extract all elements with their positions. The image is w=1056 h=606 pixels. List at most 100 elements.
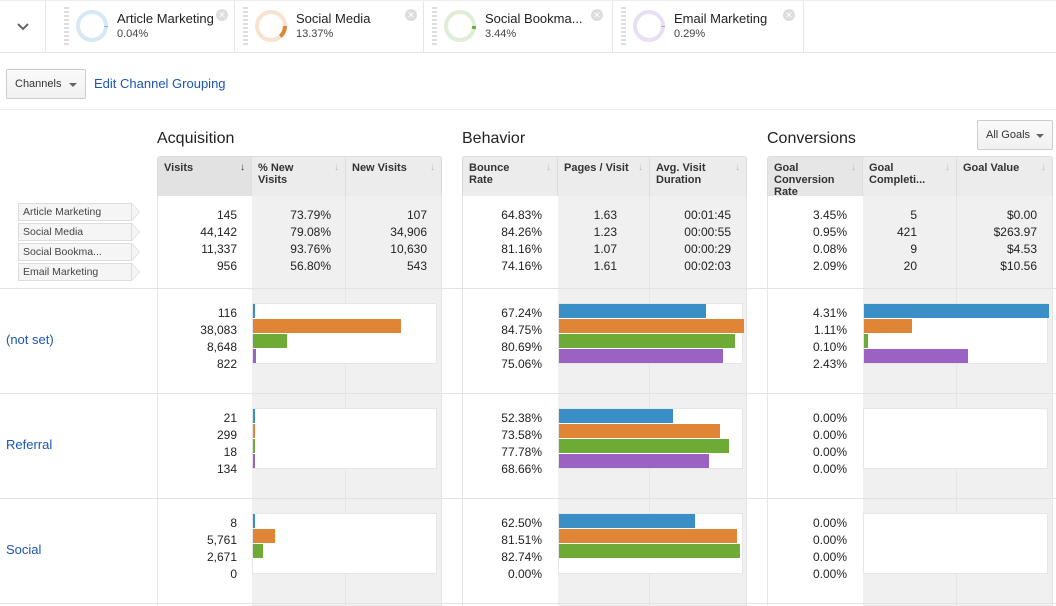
cell-value: 81.16% xyxy=(501,242,542,256)
total-pct-new-visits: 73.79% 79.08% 93.76% 56.80% xyxy=(290,207,331,275)
visits-bars xyxy=(252,408,437,469)
row-label-link[interactable]: Referral xyxy=(6,437,53,452)
sort-arrow-icon: ↓ xyxy=(240,162,245,173)
header-pages-visit[interactable]: Pages / Visit ↓ xyxy=(558,156,650,196)
cell-value: 11,337 xyxy=(201,242,237,256)
cell-value: 822 xyxy=(216,357,237,371)
segment-name: Email Marketing xyxy=(674,11,768,26)
segment-name: Article Marketing xyxy=(117,11,214,26)
segment-article-marketing[interactable]: Article Marketing 0.04% ✕ xyxy=(57,1,235,53)
drag-handle-icon[interactable] xyxy=(432,7,437,47)
bar-social-media xyxy=(559,424,720,438)
header-goal-conv-rate[interactable]: Goal Conversion Rate ↓ xyxy=(767,156,863,196)
cell-value: 77.78% xyxy=(501,445,542,459)
sort-arrow-icon: ↓ xyxy=(334,162,339,173)
bar-article-marketing xyxy=(559,409,674,423)
row-label-link[interactable]: (not set) xyxy=(6,332,54,347)
header-visits[interactable]: Visits ↓ xyxy=(157,156,252,196)
donut-arc xyxy=(255,10,287,42)
edit-channel-grouping-link[interactable]: Edit Channel Grouping xyxy=(94,76,226,91)
header-new-visits[interactable]: New Visits ↓ xyxy=(346,156,442,196)
cell-value: 0.00% xyxy=(812,462,847,476)
donut-track xyxy=(76,10,108,42)
legend-social-bookmarking: Social Bookma... xyxy=(18,243,140,261)
cell-value: 5,761 xyxy=(206,533,237,547)
cell-value: 21 xyxy=(223,411,237,425)
segment-bar: Article Marketing 0.04% ✕ Social Media 1… xyxy=(0,0,1056,53)
goal-conv-rate-bars xyxy=(863,513,1048,574)
cell-value: 421 xyxy=(896,225,917,239)
header-label: % New Visits xyxy=(258,162,294,186)
total-new-visits: 107 34,906 10,630 543 xyxy=(390,207,427,275)
drag-handle-icon[interactable] xyxy=(64,7,69,47)
segment-social-bookmarking[interactable]: Social Bookma... 3.44% ✕ xyxy=(425,1,613,53)
cell-value: 74.16% xyxy=(501,259,542,273)
bar-social-bookmarking xyxy=(559,334,736,348)
drag-handle-icon[interactable] xyxy=(243,7,248,47)
bounce-rate-bars xyxy=(558,513,743,574)
bar-social-bookmarking xyxy=(559,439,729,453)
cell-value: 34,906 xyxy=(390,225,427,239)
row-goal-conv-rate: 0.00% 0.00% 0.00% 0.00% xyxy=(813,410,847,478)
segment-percent: 13.37% xyxy=(296,28,334,40)
cell-value: 2,671 xyxy=(206,550,237,564)
cell-value: 8,648 xyxy=(206,340,237,354)
header-label: Visits xyxy=(164,162,194,174)
remove-segment-icon[interactable]: ✕ xyxy=(783,9,795,21)
donut-track xyxy=(444,10,476,42)
cell-value: 75.06% xyxy=(501,357,542,371)
header-bounce-rate[interactable]: Bounce Rate ↓ xyxy=(462,156,558,196)
bar-email-marketing xyxy=(253,349,257,363)
cell-value: 64.83% xyxy=(501,208,542,222)
cell-value: 0 xyxy=(230,567,237,581)
cell-value: 79.08% xyxy=(290,225,331,239)
remove-segment-icon[interactable]: ✕ xyxy=(405,9,417,21)
remove-segment-icon[interactable]: ✕ xyxy=(591,9,603,21)
segment-collapse-toggle[interactable] xyxy=(0,1,46,53)
row-label-link[interactable]: Social xyxy=(6,542,42,557)
section-title-behavior: Behavior xyxy=(462,130,526,147)
header-label: Goal Conversion Rate xyxy=(774,162,835,196)
sort-arrow-icon: ↓ xyxy=(430,162,435,173)
segment-donut-icon xyxy=(76,10,108,42)
remove-segment-icon[interactable]: ✕ xyxy=(216,9,228,21)
all-goals-label: All Goals xyxy=(986,129,1031,141)
header-pct-new-visits[interactable]: % New Visits ↓ xyxy=(252,156,346,196)
divider xyxy=(0,288,1056,289)
sort-arrow-icon: ↓ xyxy=(851,162,856,173)
cell-value: 0.00% xyxy=(812,567,847,581)
header-label: Bounce Rate xyxy=(469,162,510,186)
total-visits: 145 44,142 11,337 956 xyxy=(200,207,237,275)
section-title-acquisition: Acquisition xyxy=(157,130,235,147)
total-goal-completions: 5 421 9 20 xyxy=(897,207,917,275)
donut-track xyxy=(633,10,665,42)
bar-social-bookmarking xyxy=(253,334,287,348)
cell-value: 0.00% xyxy=(812,445,847,459)
toolbar: Channels Edit Channel Grouping xyxy=(0,53,1056,110)
bar-article-marketing xyxy=(559,304,706,318)
header-avg-duration[interactable]: Avg. Visit Duration ↓ xyxy=(650,156,747,196)
all-goals-dropdown[interactable]: All Goals xyxy=(977,120,1053,150)
segment-name: Social Bookma... xyxy=(485,11,583,26)
bar-article-marketing xyxy=(253,304,255,318)
cell-value: 0.00% xyxy=(507,567,542,581)
header-goal-completions[interactable]: Goal Completi... ↓ xyxy=(863,156,957,196)
visits-bars xyxy=(252,513,437,574)
bar-email-marketing xyxy=(253,454,255,468)
bar-article-marketing xyxy=(253,514,255,528)
bar-social-media xyxy=(864,319,912,333)
header-label: Goal Completi... xyxy=(869,162,926,186)
bar-email-marketing xyxy=(559,454,709,468)
bar-email-marketing xyxy=(864,349,969,363)
drag-handle-icon[interactable] xyxy=(621,7,626,47)
segment-email-marketing[interactable]: Email Marketing 0.29% ✕ xyxy=(614,1,804,53)
total-pages-visit: 1.63 1.23 1.07 1.61 xyxy=(594,207,617,275)
cell-value: 116 xyxy=(217,306,237,320)
header-goal-value[interactable]: Goal Value ↓ xyxy=(957,156,1053,196)
cell-value: $4.53 xyxy=(1006,242,1037,256)
row-goal-conv-rate: 4.31% 1.11% 0.10% 2.43% xyxy=(813,305,847,373)
total-bounce-rate: 64.83% 84.26% 81.16% 74.16% xyxy=(501,207,542,275)
segment-social-media[interactable]: Social Media 13.37% ✕ xyxy=(236,1,424,53)
cell-value: 10,630 xyxy=(390,242,427,256)
channels-dropdown[interactable]: Channels xyxy=(6,69,86,99)
